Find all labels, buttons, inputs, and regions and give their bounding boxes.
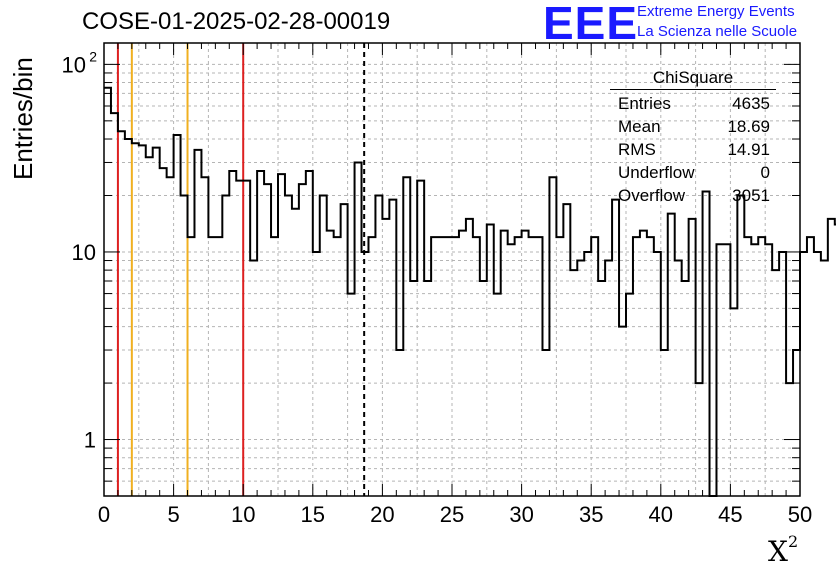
stats-row: Entries 4635	[610, 92, 776, 115]
stats-row: Mean 18.69	[610, 115, 776, 138]
y-tick-label: 10	[72, 240, 96, 265]
histogram-series	[104, 86, 836, 497]
stats-box: ChiSquare Entries 4635 Mean 18.69 RMS 14…	[610, 68, 776, 207]
y-tick-label: 1	[84, 428, 96, 453]
y-tick-label: 10	[62, 52, 86, 77]
stats-label: Mean	[618, 117, 661, 136]
x-tick-label: 20	[370, 502, 394, 527]
x-tick-label: 5	[167, 502, 179, 527]
stats-label: Entries	[618, 94, 671, 113]
x-tick-label: 10	[231, 502, 255, 527]
x-axis-label: X2	[768, 532, 798, 568]
stats-label: RMS	[618, 140, 656, 159]
grid-lines	[104, 43, 800, 496]
x-tick-label: 35	[579, 502, 603, 527]
logo-text-line1: Extreme Energy Events	[637, 3, 795, 20]
x-tick-label: 25	[440, 502, 464, 527]
stats-value: 14.91	[727, 140, 770, 159]
x-tick-label: 50	[788, 502, 812, 527]
x-tick-label: 15	[301, 502, 325, 527]
x-axis-label-exponent: 2	[787, 532, 799, 551]
y-tick-label-exponent: 2	[89, 48, 97, 64]
y-axis-label: Entries/bin	[8, 57, 38, 180]
stats-title: ChiSquare	[610, 68, 776, 90]
stats-row: Underflow 0	[610, 161, 776, 184]
axis-ticks	[103, 43, 801, 497]
stats-label: Overflow	[618, 186, 686, 205]
x-tick-label: 0	[98, 502, 110, 527]
stats-value: 18.69	[727, 117, 770, 136]
marker-lines	[116, 43, 366, 496]
eee-logo: EEE	[543, 0, 639, 49]
stats-label: Underflow	[618, 163, 695, 182]
x-axis-label-base: X	[768, 535, 788, 568]
x-tick-label: 30	[509, 502, 533, 527]
stats-value: 0	[760, 163, 770, 182]
x-tick-label: 40	[649, 502, 673, 527]
stats-value: 3051	[732, 186, 770, 205]
x-tick-label: 45	[718, 502, 742, 527]
stats-value: 4635	[732, 94, 770, 113]
stats-row: Overflow 3051	[610, 184, 776, 207]
chart-title: COSE-01-2025-02-28-00019	[82, 8, 391, 35]
logo-text-line2: La Scienza nelle Scuole	[637, 23, 798, 40]
stats-row: RMS 14.91	[610, 138, 776, 161]
